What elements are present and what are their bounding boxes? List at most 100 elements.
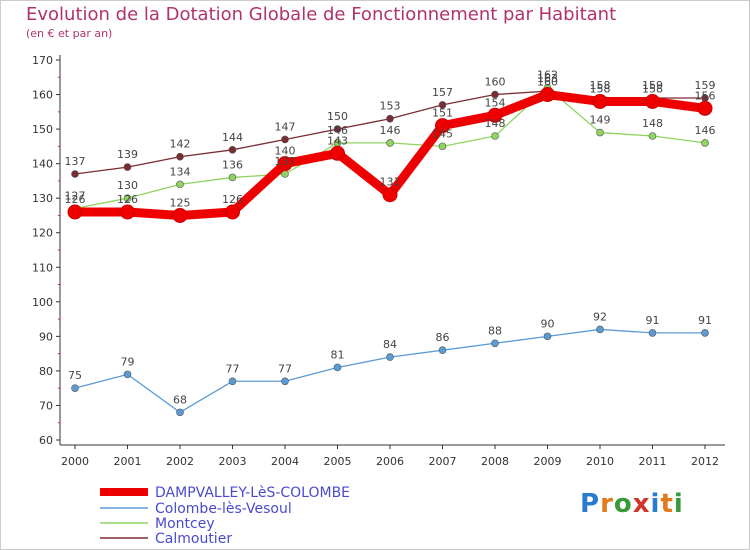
series-1 (71, 325, 709, 417)
data-label: 88 (488, 324, 502, 337)
logo-letter: x (632, 489, 651, 519)
data-point (225, 204, 240, 220)
data-point (645, 93, 660, 109)
data-point (176, 152, 184, 161)
x-tick-label: 2011 (639, 455, 667, 468)
data-point (277, 156, 293, 172)
data-label: 77 (278, 362, 292, 375)
data-label: 147 (275, 120, 296, 133)
x-tick-label: 2008 (481, 455, 509, 468)
data-label: 126 (65, 193, 86, 206)
data-point (281, 377, 289, 386)
data-point (228, 173, 237, 182)
data-point (435, 118, 450, 134)
y-tick-label: 120 (32, 227, 53, 240)
y-tick-label: 160 (32, 89, 53, 102)
data-point (596, 325, 604, 334)
y-tick-label: 110 (32, 261, 53, 274)
legend-label: Montcey (155, 516, 215, 532)
data-point (281, 135, 289, 144)
y-tick-label: 150 (32, 123, 53, 136)
data-point (67, 204, 83, 220)
x-tick-label: 2007 (429, 455, 457, 468)
logo-letter: i (673, 489, 684, 519)
series-0 (67, 87, 713, 223)
data-labels: 126 126 125 126 140 143 131 151 154 160 158 158 156 7… (65, 69, 716, 407)
data-point (592, 93, 608, 109)
legend-label: Calmoutier (155, 531, 232, 547)
data-point (386, 139, 394, 147)
data-point (386, 353, 394, 361)
y-tick-label: 140 (32, 158, 53, 171)
legend-label: Colombe-lès-Vesoul (155, 501, 292, 517)
x-tick-label: 2009 (534, 455, 562, 468)
data-label: 84 (383, 338, 397, 351)
data-label: 91 (646, 314, 660, 327)
y-tick-label: 100 (32, 296, 53, 309)
data-label: 158 (590, 82, 611, 95)
x-tick-label: 2002 (166, 455, 194, 468)
axes: 60 70 80 90 100 110 120 130 140 150 160 170 2000 2001… (32, 54, 725, 468)
data-point (438, 101, 447, 109)
logo-letter: P (580, 489, 601, 519)
data-point (176, 180, 184, 189)
data-label: 162 (537, 69, 558, 82)
y-tick-label: 90 (39, 330, 53, 343)
data-point (71, 170, 79, 178)
series-2 (71, 83, 709, 213)
data-label: 126 (117, 193, 138, 206)
data-point (491, 339, 499, 348)
data-point (333, 125, 342, 133)
data-point (648, 132, 657, 140)
data-label: 127 (65, 190, 86, 203)
data-point (438, 142, 447, 151)
data-label: 160 (537, 76, 558, 89)
data-label: 86 (436, 331, 450, 344)
series-layer (67, 83, 713, 417)
data-label: 146 (327, 124, 348, 137)
x-tick-label: 2006 (376, 455, 404, 468)
data-point (487, 107, 503, 123)
x-tick-label: 2003 (219, 455, 247, 468)
data-label: 159 (642, 79, 663, 92)
data-label: 90 (541, 317, 555, 330)
data-label: 148 (485, 117, 506, 130)
data-label: 92 (593, 310, 607, 323)
logo-letter: i (650, 489, 661, 519)
data-label: 140 (275, 145, 296, 158)
x-tick-label: 2004 (271, 455, 299, 468)
data-point (176, 408, 184, 417)
data-point (333, 363, 342, 372)
data-label: 151 (432, 107, 453, 120)
data-point (172, 207, 188, 223)
chart-title: Evolution de la Dotation Globale de Fonc… (26, 4, 617, 25)
data-label: 144 (222, 131, 243, 144)
data-label: 125 (170, 196, 191, 209)
data-point (491, 90, 499, 99)
data-label: 158 (590, 79, 611, 92)
x-tick-label: 2012 (691, 455, 719, 468)
data-label: 153 (380, 100, 401, 113)
data-label: 68 (173, 393, 187, 406)
data-label: 77 (226, 362, 240, 375)
data-point (697, 100, 713, 116)
legend-label: DAMPVALLEY-LèS-COLOMBE (155, 485, 350, 501)
proxiti-logo: Proxiti (580, 489, 684, 519)
data-label: 154 (485, 96, 506, 109)
data-point (438, 346, 447, 354)
data-label: 91 (698, 314, 712, 327)
data-label: 149 (590, 114, 611, 127)
data-label: 157 (432, 86, 453, 99)
data-label: 79 (121, 355, 135, 368)
y-tick-label: 130 (32, 192, 53, 205)
data-point (123, 194, 132, 202)
data-label: 139 (117, 148, 138, 161)
data-point (491, 132, 499, 140)
data-point (120, 204, 135, 220)
data-point (228, 377, 237, 386)
data-label: 156 (695, 89, 716, 102)
data-label: 145 (432, 127, 453, 140)
data-point (386, 114, 394, 123)
